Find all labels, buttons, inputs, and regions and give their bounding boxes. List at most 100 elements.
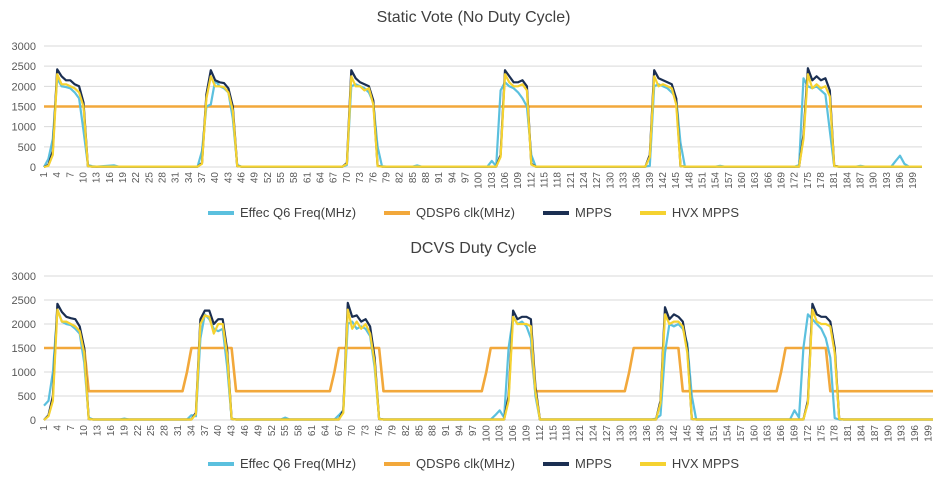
x-tick-label: 4 (52, 425, 63, 431)
y-tick-label: 1500 (12, 102, 36, 114)
x-tick-label: 169 (790, 425, 801, 442)
y-tick-label: 0 (30, 415, 36, 427)
legend-swatch-icon (384, 210, 411, 215)
x-tick-label: 67 (334, 425, 345, 437)
x-tick-label: 163 (750, 172, 761, 189)
x-tick-label: 145 (682, 425, 693, 442)
x-tick-label: 145 (671, 172, 682, 189)
x-tick-label: 109 (521, 425, 532, 442)
x-tick-label: 148 (684, 172, 695, 189)
x-tick-label: 181 (829, 172, 840, 189)
x-tick-label: 103 (487, 172, 498, 189)
y-tick-label: 2000 (12, 81, 36, 93)
x-tick-label: 70 (347, 425, 358, 437)
x-tick-label: 70 (342, 172, 353, 184)
dcvs-duty-cycle-chart: DCVS Duty Cycle 0 500 1000 1500 2000 2500 3000… (0, 232, 947, 485)
x-tick-label: 151 (698, 172, 709, 189)
x-tick-label: 88 (421, 172, 432, 184)
x-tick-label: 115 (539, 172, 550, 188)
legend-swatch-icon (542, 210, 569, 215)
x-tick-label: 82 (401, 425, 412, 437)
x-tick-label: 55 (280, 425, 291, 437)
x-tick-label: 37 (200, 425, 211, 437)
x-tick-label: 4 (52, 172, 63, 178)
x-tick-label: 25 (146, 425, 157, 437)
static-vote-chart: Static Vote (No Duty Cycle) 0 500 1000 1500… (0, 0, 947, 232)
legend-swatch-icon (207, 461, 234, 466)
x-tick-label: 187 (856, 172, 867, 189)
x-tick-label: 139 (655, 425, 666, 442)
y-tick-label: 1000 (12, 122, 36, 134)
y-tick-label: 500 (18, 142, 36, 154)
x-tick-label: 157 (724, 172, 735, 189)
legend-swatch-icon (207, 210, 234, 215)
x-tick-label: 103 (495, 425, 506, 442)
legend-swatch-icon (639, 210, 666, 215)
x-tick-label: 160 (749, 425, 760, 442)
x-tick-label: 178 (816, 172, 827, 189)
x-tick-label: 124 (579, 172, 590, 189)
y-tick-label: 3000 (12, 271, 36, 283)
x-tick-label: 58 (294, 425, 305, 437)
legend-item-mpps: MPPS (542, 205, 612, 220)
y-tick-label: 2000 (12, 319, 36, 331)
x-tick-label: 40 (210, 172, 221, 184)
x-tick-label: 151 (709, 425, 720, 442)
x-tick-label: 190 (869, 172, 880, 189)
legend-item-effec-q6-freq: Effec Q6 Freq(MHz) (207, 205, 356, 220)
x-tick-label: 127 (592, 172, 603, 189)
legend-item-mpps: MPPS (542, 456, 612, 471)
series-line-0 (43, 77, 922, 168)
x-tick-label: 184 (842, 172, 853, 189)
legend-label: QDSP6 clk(MHz) (416, 456, 515, 471)
x-tick-label: 169 (777, 172, 788, 189)
legend-item-qdsp6-clk: QDSP6 clk(MHz) (384, 205, 515, 220)
x-tick-label: 118 (562, 425, 573, 441)
series-line-1 (44, 346, 933, 393)
x-tick-label: 1 (39, 425, 50, 431)
x-tick-label: 181 (843, 425, 854, 442)
x-tick-label: 199 (924, 425, 935, 442)
x-tick-label: 13 (93, 425, 104, 437)
x-tick-label: 76 (368, 172, 379, 184)
x-tick-label: 121 (575, 425, 586, 442)
x-tick-label: 40 (213, 425, 224, 437)
x-tick-label: 91 (434, 172, 445, 184)
x-tick-label: 172 (790, 172, 801, 189)
x-tick-label: 61 (302, 172, 313, 184)
x-tick-label: 37 (197, 172, 208, 184)
legend-item-hvx-mpps: HVX MPPS (639, 205, 740, 220)
y-tick-label: 2500 (12, 61, 36, 73)
x-tick-label: 193 (882, 172, 893, 189)
x-tick-label: 52 (263, 172, 274, 184)
x-tick-label: 73 (355, 172, 366, 184)
x-tick-label: 178 (830, 425, 841, 442)
x-tick-label: 46 (237, 172, 248, 184)
legend-label: QDSP6 clk(MHz) (416, 205, 515, 220)
x-tick-label: 64 (320, 425, 331, 437)
chart-title: DCVS Duty Cycle (410, 240, 537, 257)
x-tick-label: 82 (395, 172, 406, 184)
x-tick-label: 112 (535, 425, 546, 441)
legend-label: Effec Q6 Freq(MHz) (239, 456, 357, 471)
x-tick-label: 148 (696, 425, 707, 442)
x-tick-label: 85 (408, 172, 419, 184)
x-tick-label: 133 (618, 172, 629, 189)
x-tick-label: 22 (131, 172, 142, 184)
x-tick-label: 97 (468, 425, 479, 437)
series-line-2 (43, 67, 922, 169)
x-tick-label: 67 (329, 172, 340, 184)
x-tick-label: 100 (474, 172, 485, 189)
series-line-3 (43, 73, 922, 169)
x-tick-label: 142 (669, 425, 680, 442)
x-tick-label: 7 (66, 425, 77, 431)
y-tick-label: 1500 (12, 343, 36, 355)
x-tick-label: 139 (645, 172, 656, 189)
x-tick-label: 1 (39, 172, 50, 178)
legend-item-qdsp6-clk: QDSP6 clk(MHz) (384, 456, 515, 471)
legend-label: HVX MPPS (671, 205, 740, 220)
x-tick-label: 76 (374, 425, 385, 437)
y-tick-label: 3000 (12, 41, 36, 53)
x-tick-label: 118 (553, 172, 564, 188)
x-tick-label: 115 (548, 425, 559, 441)
